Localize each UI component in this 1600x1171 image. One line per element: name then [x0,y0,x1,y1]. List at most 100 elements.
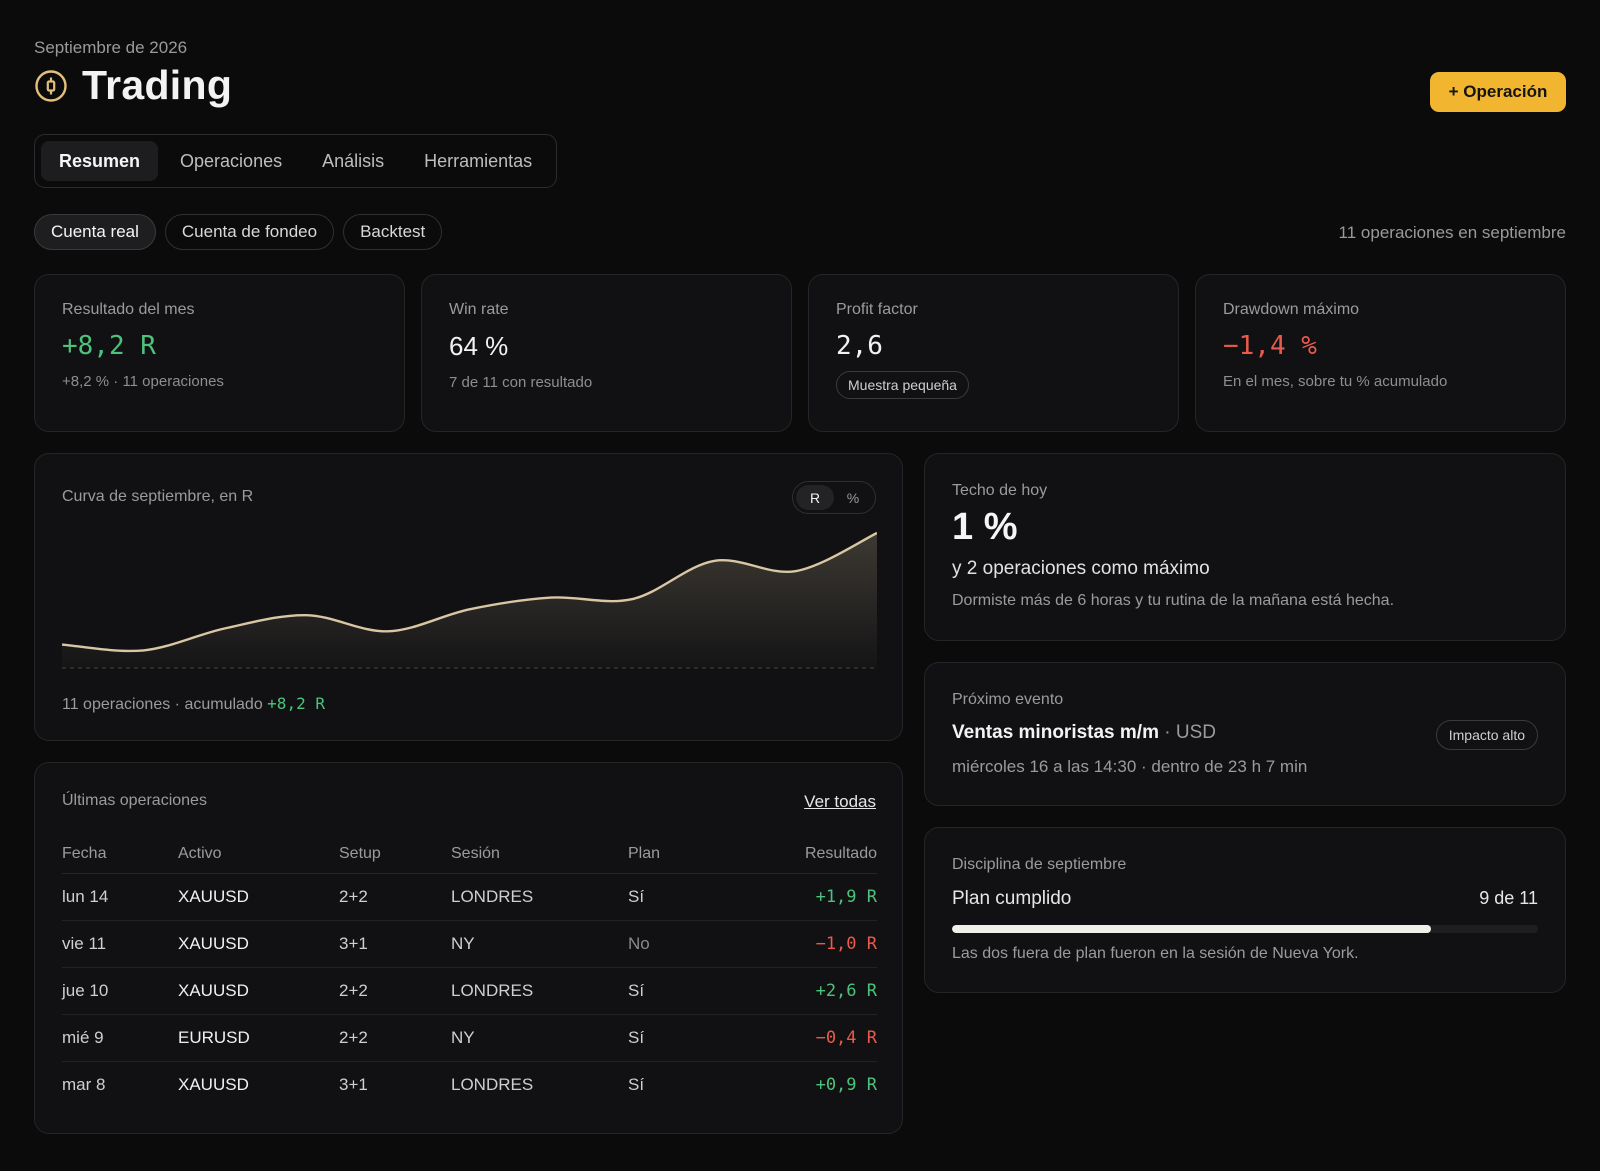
col-plan: Plan [628,835,728,874]
col-session: Sesión [451,835,628,874]
filter-backtest[interactable]: Backtest [343,214,443,250]
chart-footer-text: 11 operaciones · acumulado [62,696,268,713]
stat-value: +8,2 R [62,331,156,361]
chart-title: Curva de septiembre, en R [62,488,254,505]
see-all-link[interactable]: Ver todas [804,792,876,811]
col-setup: Setup [339,835,451,874]
plan-progress-fill [952,925,1432,933]
chart-area [62,533,877,668]
table-row[interactable]: vie 11 XAUUSD 3+1 NY No −1,0 R [62,920,877,968]
stat-card-winrate: Win rate 64 % 7 de 11 con resultado [421,274,792,432]
trade-setup: 2+2 [339,1014,451,1062]
trade-plan: No [628,920,728,968]
trade-session: NY [451,920,628,968]
trade-date: vie 11 [62,920,178,968]
event-title: Ventas minoristas m/m [952,722,1159,743]
trade-plan: Sí [628,1074,645,1094]
discipline-note: Las dos fuera de plan fueron en la sesió… [952,945,1359,962]
tab-resumen[interactable]: Resumen [41,141,159,181]
ceiling-label: Techo de hoy [952,482,1048,499]
col-result: Resultado [728,835,877,874]
trade-setup: 3+1 [339,1074,368,1094]
add-operation-button[interactable]: + Operación [1430,72,1566,112]
page-header: Trading [34,62,232,109]
trade-plan: Sí [628,873,728,921]
stat-label: Profit factor [836,301,918,318]
discipline-label: Disciplina de septiembre [952,856,1127,873]
filter-cuenta-real[interactable]: Cuenta real [34,214,156,250]
trade-plan: Sí [628,1014,728,1062]
trade-plan: Sí [628,967,728,1015]
operations-count: 11 operaciones en septiembre [1338,223,1566,242]
trades-table: Fecha Activo Setup Sesión Plan Resultado… [62,835,877,1108]
equity-curve-chart [62,531,877,669]
filter-cuenta-fondeo[interactable]: Cuenta de fondeo [164,214,335,250]
ceiling-value: 1 % [952,506,1018,548]
unit-toggle: R % [792,481,876,514]
stat-value: 64 % [449,331,509,361]
stat-sub: En el mes, sobre tu % acumulado [1223,373,1448,390]
trade-asset: XAUUSD [178,920,339,968]
trade-result: +2,6 R [728,967,877,1015]
trade-date: lun 14 [62,873,178,921]
tab-operaciones[interactable]: Operaciones [180,150,283,171]
main-tabs: Resumen Operaciones Análisis Herramienta… [34,134,558,188]
tab-herramientas[interactable]: Herramientas [424,150,533,171]
stat-label: Drawdown máximo [1223,301,1360,318]
stat-label: Win rate [449,301,509,318]
recent-trades-card: Últimas operaciones Ver todas Fecha Acti… [34,762,903,1134]
trade-asset: XAUUSD [178,967,339,1015]
event-label: Próximo evento [952,691,1064,708]
page-title: Trading [82,62,233,108]
table-row[interactable]: jue 10 XAUUSD 2+2 LONDRES Sí +2,6 R [62,967,877,1015]
tab-analisis[interactable]: Análisis [322,150,385,171]
trade-session: LONDRES [451,873,628,921]
chart-footer-value: +8,2 R [267,694,325,713]
ceiling-sub: y 2 operaciones como máximo [952,558,1210,579]
trade-asset: XAUUSD [178,873,339,921]
plan-count: 9 de 11 [1479,888,1538,908]
stat-card-profit-factor: Profit factor 2,6 Muestra pequeña [808,274,1179,432]
table-row[interactable]: lun 14 XAUUSD 2+2 LONDRES Sí +1,9 R [62,873,877,921]
stat-label: Resultado del mes [62,301,195,318]
trade-session: NY [451,1014,628,1062]
stat-sub: +8,2 % · 11 operaciones [62,373,224,390]
trade-result: +0,9 R [815,1074,877,1095]
event-name: Ventas minoristas m/m · USD [952,722,1216,744]
trade-session: LONDRES [451,967,628,1015]
trade-asset: EURUSD [178,1014,339,1062]
col-asset: Activo [178,835,339,874]
stat-value: −1,4 % [1223,331,1317,361]
equity-curve-card: Curva de septiembre, en R R % 11 operaci… [34,453,903,741]
plan-label: Plan cumplido [952,888,1072,909]
trade-date: jue 10 [62,967,178,1015]
trade-date: mié 9 [62,1014,178,1062]
table-row[interactable]: mié 9 EURUSD 2+2 NY Sí −0,4 R [62,1014,877,1062]
table-row[interactable]: mar 8 XAUUSD 3+1 LONDRES Sí +0,9 R [62,1061,877,1108]
discipline-card: Disciplina de septiembre Plan cumplido 9… [924,827,1566,993]
trade-setup: 3+1 [339,920,451,968]
impact-badge: Impacto alto [1435,720,1538,750]
candlestick-icon [35,69,67,102]
chart-line [62,531,877,653]
col-date: Fecha [62,835,178,874]
trade-date: mar 8 [62,1074,106,1094]
next-event-card: Próximo evento Ventas minoristas m/m · U… [924,662,1566,806]
chart-footer: 11 operaciones · acumulado +8,2 R [62,694,325,714]
trade-setup: 2+2 [339,967,451,1015]
stat-value: 2,6 [836,331,883,361]
month-label: Septiembre de 2026 [34,38,188,57]
event-time: miércoles 16 a las 14:30 · dentro de 23 … [952,757,1308,776]
toggle-percent[interactable]: % [846,489,860,506]
trade-setup: 2+2 [339,873,451,921]
trade-asset: XAUUSD [178,1074,249,1094]
trade-result: −0,4 R [728,1014,877,1062]
stat-sub: 7 de 11 con resultado [449,374,593,391]
trade-session: LONDRES [451,1074,534,1094]
trade-result: −1,0 R [728,920,877,968]
plan-progress-track [952,925,1538,933]
stat-card-drawdown: Drawdown máximo −1,4 % En el mes, sobre … [1195,274,1566,432]
toggle-r[interactable]: R [796,485,834,510]
daily-ceiling-card: Techo de hoy 1 % y 2 operaciones como má… [924,453,1566,641]
event-currency: · USD [1158,722,1216,743]
